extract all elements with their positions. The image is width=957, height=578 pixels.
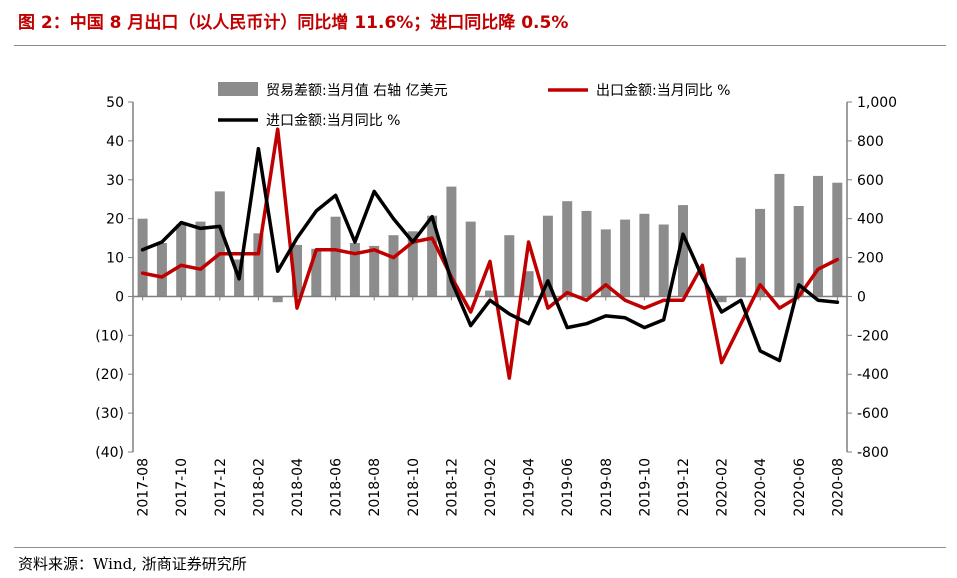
trade-balance-bar xyxy=(735,257,746,297)
trade-balance-bars xyxy=(137,173,843,303)
x-tick-label: 2019-08 xyxy=(599,458,615,517)
right-tick-label: 800 xyxy=(857,134,884,150)
trade-balance-bar xyxy=(485,290,495,297)
trade-balance-bar xyxy=(446,186,457,297)
source-divider xyxy=(14,547,946,548)
left-tick-label: 30 xyxy=(106,173,124,189)
trade-balance-bar xyxy=(620,219,631,297)
x-tick-label: 2017-08 xyxy=(136,458,152,517)
trade-balance-bar xyxy=(311,248,322,297)
trade-balance-bar xyxy=(369,245,380,297)
x-tick-label: 2020-06 xyxy=(792,458,808,517)
trade-balance-bar xyxy=(330,216,341,297)
right-tick-label: -400 xyxy=(857,367,889,383)
x-tick-label: 2019-10 xyxy=(637,458,653,517)
export-yoy-line xyxy=(140,127,840,380)
x-tick-label: 2018-04 xyxy=(290,458,306,517)
trade-balance-bar xyxy=(407,231,418,297)
trade-balance-bar xyxy=(137,218,148,297)
trade-balance-bar xyxy=(156,243,167,297)
right-tick-label: -600 xyxy=(857,406,889,422)
series-lines xyxy=(140,127,840,380)
trade-balance-bar xyxy=(581,210,592,297)
x-tick-label: 2020-04 xyxy=(753,458,769,517)
x-tick-label: 2019-06 xyxy=(560,458,576,517)
trade-balance-bar xyxy=(793,206,804,297)
right-tick-label: 0 xyxy=(857,289,866,305)
chart-title: 图 2：中国 8 月出口（以人民币计）同比增 11.6%；进口同比降 0.5% xyxy=(18,13,569,33)
trade-balance-bar xyxy=(504,235,515,297)
trade-balance-bar xyxy=(562,201,573,297)
x-tick-label: 2019-12 xyxy=(676,458,692,517)
right-tick-label: 1,000 xyxy=(857,95,897,111)
trade-balance-bar xyxy=(388,235,399,297)
trade-balance-bar xyxy=(755,208,766,297)
x-tick-label: 2018-12 xyxy=(444,458,460,517)
trade-balance-bar xyxy=(292,244,302,297)
legend-label: 贸易差额:当月值 右轴 亿美元 xyxy=(266,83,448,99)
trade-balance-bar xyxy=(678,205,688,297)
left-tick-label: 20 xyxy=(106,212,124,228)
trade-balance-bar xyxy=(427,215,438,297)
x-tick-label: 2020-08 xyxy=(830,458,846,517)
trade-balance-bar xyxy=(253,233,264,297)
x-tick-label: 2018-10 xyxy=(406,458,422,517)
trade-balance-bar xyxy=(465,221,476,297)
left-tick-label: 40 xyxy=(106,134,124,150)
trade-balance-bar xyxy=(542,215,553,297)
x-tick-label: 2017-12 xyxy=(213,458,229,517)
legend-swatch-bar xyxy=(218,82,258,96)
trade-balance-bar xyxy=(214,191,225,297)
right-tick-label: -800 xyxy=(857,445,889,461)
legend-label: 进口金额:当月同比 % xyxy=(266,113,400,129)
axes: 50 40 30 20 10 0 (10) (20) (30) (40) 1,000 800 600 40… xyxy=(95,95,897,517)
x-tick-label: 2020-02 xyxy=(715,458,731,517)
trade-balance-bar xyxy=(272,296,283,303)
left-tick-label: 0 xyxy=(115,289,124,305)
legend-label: 出口金额:当月同比 % xyxy=(596,83,730,99)
trade-balance-bar xyxy=(349,243,360,297)
x-tick-label: 2017-10 xyxy=(174,458,190,517)
left-tick-label: 10 xyxy=(106,251,124,267)
trade-balance-bar xyxy=(658,224,669,297)
x-tick-label: 2019-04 xyxy=(522,458,538,517)
trade-balance-bar xyxy=(639,213,650,297)
left-tick-label: (10) xyxy=(95,328,124,344)
right-tick-label: 200 xyxy=(857,251,884,267)
x-tick-label: 2018-02 xyxy=(251,458,267,517)
x-tick-label: 2018-08 xyxy=(367,458,383,517)
left-tick-label: (40) xyxy=(95,445,124,461)
right-tick-label: 600 xyxy=(857,173,884,189)
x-tick-label: 2018-06 xyxy=(329,458,345,517)
left-tick-label: 50 xyxy=(106,95,124,111)
left-tick-label: (20) xyxy=(95,367,124,383)
import-yoy-line xyxy=(140,146,840,363)
trade-balance-bar xyxy=(523,271,534,297)
trade-balance-bar xyxy=(832,182,843,297)
trade-balance-bar xyxy=(195,221,206,297)
trade-balance-bar xyxy=(774,173,785,297)
right-tick-label: -200 xyxy=(857,328,889,344)
legend: 贸易差额:当月值 右轴 亿美元 出口金额:当月同比 % 进口金额:当月同比 % xyxy=(218,82,730,129)
trade-balance-bar xyxy=(176,224,187,297)
trade-balance-bar xyxy=(813,175,823,297)
source-note: 资料来源：Wind, 浙商证券研究所 xyxy=(18,555,247,573)
title-divider xyxy=(14,45,946,46)
trade-balance-bar xyxy=(600,229,611,297)
left-tick-label: (30) xyxy=(95,406,124,422)
right-tick-label: 400 xyxy=(857,212,884,228)
x-tick-label: 2019-02 xyxy=(483,458,499,517)
